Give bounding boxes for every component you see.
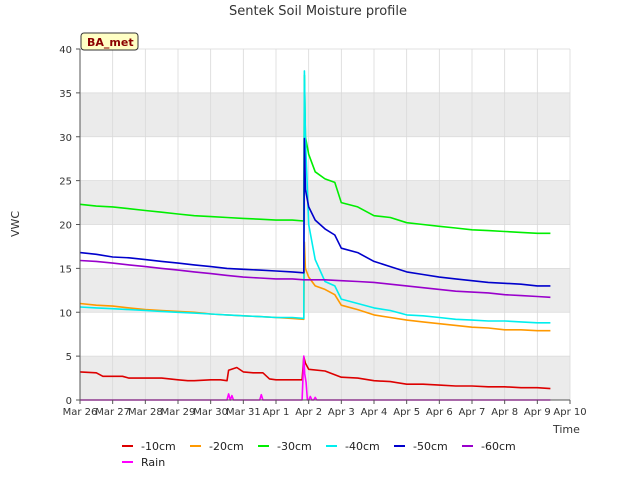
x-tick-label: Apr 1 xyxy=(263,407,290,418)
series-line-20cm xyxy=(79,241,551,332)
y-tick-label: 40 xyxy=(59,45,72,56)
y-tick-label: 25 xyxy=(59,177,72,188)
plot-band xyxy=(80,268,570,313)
x-tick-label: Mar 31 xyxy=(226,407,261,418)
series-line-30cm xyxy=(79,74,551,235)
x-tick-label: Apr 8 xyxy=(491,407,518,418)
y-tick-label: 30 xyxy=(59,133,72,144)
legend: -10cm -20cm -30cm -40cm -50cm -60cm Rain xyxy=(122,440,516,469)
x-tick-label: Apr 3 xyxy=(328,407,355,418)
y-tick-label: 35 xyxy=(59,89,72,100)
x-axis-label: Time xyxy=(552,423,580,436)
x-tick-label: Apr 6 xyxy=(426,407,453,418)
station-badge-label: BA_met xyxy=(87,36,134,49)
x-tick-label: Apr 10 xyxy=(553,407,586,418)
y-tick-label: 20 xyxy=(59,221,72,232)
y-tick-label: 15 xyxy=(59,264,72,275)
legend-label: -30cm xyxy=(277,440,312,453)
series-line-60cm xyxy=(79,259,551,299)
series-line-40cm xyxy=(79,70,551,324)
legend-label: -10cm xyxy=(141,440,176,453)
x-tick-label: Apr 5 xyxy=(393,407,420,418)
y-tick-label: 5 xyxy=(66,352,72,363)
legend-label: -60cm xyxy=(481,440,516,453)
series-line-Rain xyxy=(80,355,551,401)
y-tick-label: 10 xyxy=(59,308,72,319)
x-tick-label: Mar 28 xyxy=(128,407,163,418)
x-tick-label: Apr 7 xyxy=(459,407,486,418)
station-badge-box xyxy=(80,32,139,51)
x-tick-label: Mar 30 xyxy=(193,407,228,418)
y-tick-label: 0 xyxy=(66,396,72,407)
x-tick-label: Mar 26 xyxy=(63,407,98,418)
x-tick-label: Mar 29 xyxy=(161,407,196,418)
plot-band xyxy=(80,92,570,137)
x-tick-label: Apr 4 xyxy=(361,407,388,418)
series-layer xyxy=(79,70,551,401)
plot-band xyxy=(80,180,570,225)
series-line-50cm xyxy=(79,137,551,287)
x-tick-label: Apr 9 xyxy=(524,407,551,418)
legend-label: -20cm xyxy=(209,440,244,453)
x-tick-label: Mar 27 xyxy=(95,407,130,418)
legend-label: -50cm xyxy=(413,440,448,453)
station-badge: BA_met xyxy=(80,32,139,51)
y-axis-label: VWC xyxy=(9,211,22,237)
x-tick-label: Apr 2 xyxy=(295,407,322,418)
legend-label: -40cm xyxy=(345,440,380,453)
series-line-10cm xyxy=(79,356,551,390)
legend-label: Rain xyxy=(141,456,165,469)
chart-title: Sentek Soil Moisture profile xyxy=(229,4,407,19)
